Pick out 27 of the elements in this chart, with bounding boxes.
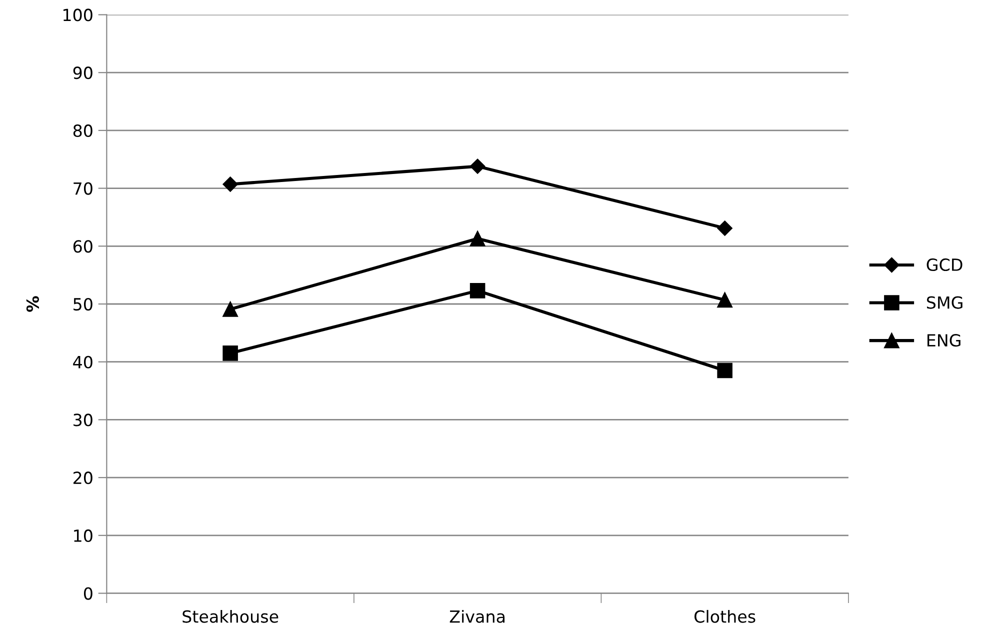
y-axis-title: % — [26, 296, 39, 312]
y-tick-label: 70 — [74, 182, 92, 195]
point — [717, 220, 732, 236]
x-tick-label: Zivana — [450, 610, 504, 623]
y-tick-label: 50 — [74, 298, 92, 311]
legend-label: GCD — [926, 258, 962, 272]
point — [717, 362, 732, 378]
point — [717, 292, 732, 308]
y-tick-label: 0 — [84, 587, 92, 600]
x-tick-label: Steakhouse — [182, 610, 278, 623]
point — [222, 302, 238, 317]
y-tick-label: 100 — [64, 8, 92, 22]
point — [222, 176, 238, 192]
y-tick-label: 90 — [73, 66, 92, 80]
y-tick-label: 40 — [73, 356, 92, 368]
y-tick-label: 80 — [73, 124, 92, 137]
y-tick-label: 10 — [74, 529, 92, 542]
point — [470, 230, 486, 246]
point — [470, 158, 486, 174]
y-tick-label: 30 — [74, 414, 92, 426]
point — [470, 283, 486, 298]
y-tick-label: 60 — [73, 240, 92, 253]
legend-label: ENG — [928, 334, 960, 347]
point — [222, 346, 238, 361]
y-tick-label: 20 — [74, 472, 92, 484]
legend-label: SMG — [926, 296, 962, 309]
x-tick-label: Clothes — [694, 610, 756, 623]
